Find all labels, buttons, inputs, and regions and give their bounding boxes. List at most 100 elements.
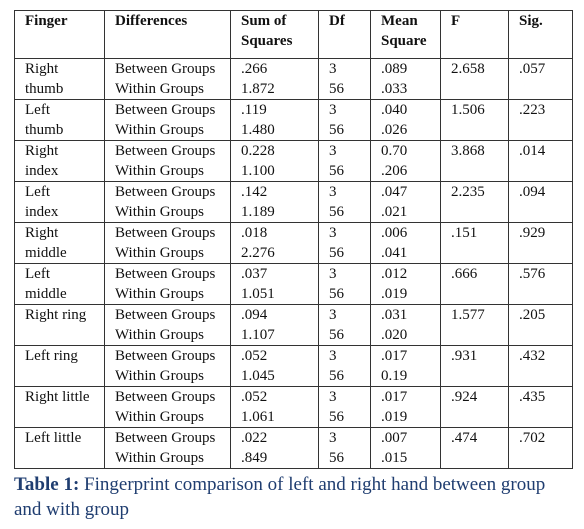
value-cell: .142 1.189 xyxy=(230,181,319,223)
finger-line: middle xyxy=(25,245,67,261)
value-cell: Between Groups Within Groups xyxy=(104,263,231,305)
finger-line: Left xyxy=(25,184,50,200)
between-value: 2.235 xyxy=(451,184,485,200)
within-value: Within Groups xyxy=(115,163,204,179)
between-value: .119 xyxy=(241,102,267,118)
value-cell: .040 .026 xyxy=(370,99,441,141)
between-value: .576 xyxy=(519,266,546,282)
table-row: Left thumb Between Groups Within Groups .119… xyxy=(14,99,573,141)
between-value: .435 xyxy=(519,389,546,405)
value-cell: .931 xyxy=(440,345,509,387)
value-cell: .435 xyxy=(508,386,573,428)
value-cell: .047 .021 xyxy=(370,181,441,223)
between-value: 1.506 xyxy=(451,102,485,118)
between-value: .702 xyxy=(519,430,546,446)
between-value: Between Groups xyxy=(115,143,216,159)
value-cell: .151 xyxy=(440,222,509,264)
within-value: .019 xyxy=(381,409,408,425)
within-value: 1.189 xyxy=(241,204,275,220)
within-value: 1.051 xyxy=(241,286,275,302)
between-value: 1.577 xyxy=(451,307,485,323)
finger-cell: Right little xyxy=(14,386,105,428)
within-value: 2.276 xyxy=(241,245,275,261)
header-cell: Df xyxy=(318,10,371,59)
within-value: 56 xyxy=(329,81,344,97)
finger-line: index xyxy=(25,163,59,179)
table-row: Right middle Between Groups Within Groups .0… xyxy=(14,222,573,264)
value-cell: .266 1.872 xyxy=(230,58,319,100)
finger-line: thumb xyxy=(25,81,64,97)
between-value: 0.228 xyxy=(241,143,275,159)
value-cell: 2.235 xyxy=(440,181,509,223)
value-cell: 3 56 xyxy=(318,58,371,100)
between-value: .931 xyxy=(451,348,478,364)
value-cell: 3 56 xyxy=(318,99,371,141)
table-row: Left middle Between Groups Within Groups .03… xyxy=(14,263,573,305)
value-cell: 3 56 xyxy=(318,386,371,428)
between-value: .037 xyxy=(241,266,268,282)
within-value: .021 xyxy=(381,204,408,220)
between-value: .929 xyxy=(519,225,546,241)
caption: Table 1: Fingerprint comparison of left … xyxy=(14,472,574,522)
within-value: 1.061 xyxy=(241,409,275,425)
within-value: .033 xyxy=(381,81,408,97)
value-cell: .052 1.061 xyxy=(230,386,319,428)
value-cell: .094 xyxy=(508,181,573,223)
value-cell: Between Groups Within Groups xyxy=(104,58,231,100)
value-cell: .022 .849 xyxy=(230,427,319,469)
between-value: .432 xyxy=(519,348,546,364)
between-value: .052 xyxy=(241,348,268,364)
value-cell: .702 xyxy=(508,427,573,469)
finger-cell: Right middle xyxy=(14,222,105,264)
value-cell: .474 xyxy=(440,427,509,469)
between-value: .017 xyxy=(381,348,408,364)
between-value: Between Groups xyxy=(115,102,216,118)
within-value: 1.100 xyxy=(241,163,275,179)
finger-line: Right xyxy=(25,61,59,77)
value-cell: Between Groups Within Groups xyxy=(104,345,231,387)
finger-cell: Right index xyxy=(14,140,105,182)
value-cell: 3 56 xyxy=(318,263,371,305)
between-value: .006 xyxy=(381,225,408,241)
value-cell: Between Groups Within Groups xyxy=(104,99,231,141)
value-cell: .007 .015 xyxy=(370,427,441,469)
within-value: Within Groups xyxy=(115,81,204,97)
value-cell: .006 .041 xyxy=(370,222,441,264)
within-value: 56 xyxy=(329,122,344,138)
between-value: .031 xyxy=(381,307,408,323)
value-cell: .089 .033 xyxy=(370,58,441,100)
value-cell: Between Groups Within Groups xyxy=(104,181,231,223)
caption-text: Fingerprint comparison of left and right… xyxy=(14,474,546,520)
header-cell: Sum of Squares xyxy=(230,10,319,59)
value-cell: 1.506 xyxy=(440,99,509,141)
between-value: .089 xyxy=(381,61,408,77)
finger-line: Left little xyxy=(25,430,82,446)
value-cell: .017 .019 xyxy=(370,386,441,428)
table-wrap: Finger Differences Sum of Squares Df Mean Sq… xyxy=(14,10,573,469)
between-value: .142 xyxy=(241,184,268,200)
finger-line: Right ring xyxy=(25,307,87,323)
value-cell: 2.658 xyxy=(440,58,509,100)
table-row: Left ring Between Groups Within Groups .052… xyxy=(14,345,573,387)
finger-cell: Left thumb xyxy=(14,99,105,141)
value-cell: .223 xyxy=(508,99,573,141)
between-value: .223 xyxy=(519,102,546,118)
between-value: .012 xyxy=(381,266,408,282)
between-value: Between Groups xyxy=(115,61,216,77)
value-cell: .012 .019 xyxy=(370,263,441,305)
between-value: Between Groups xyxy=(115,430,216,446)
value-cell: .014 xyxy=(508,140,573,182)
value-cell: .924 xyxy=(440,386,509,428)
value-cell: 3.868 xyxy=(440,140,509,182)
within-value: .026 xyxy=(381,122,408,138)
header-cell: F xyxy=(440,10,509,59)
within-value: .020 xyxy=(381,327,408,343)
value-cell: .666 xyxy=(440,263,509,305)
within-value: Within Groups xyxy=(115,245,204,261)
value-cell: 3 56 xyxy=(318,304,371,346)
between-value: 3 xyxy=(329,102,337,118)
value-cell: 3 56 xyxy=(318,140,371,182)
value-cell: .119 1.480 xyxy=(230,99,319,141)
finger-cell: Left ring xyxy=(14,345,105,387)
